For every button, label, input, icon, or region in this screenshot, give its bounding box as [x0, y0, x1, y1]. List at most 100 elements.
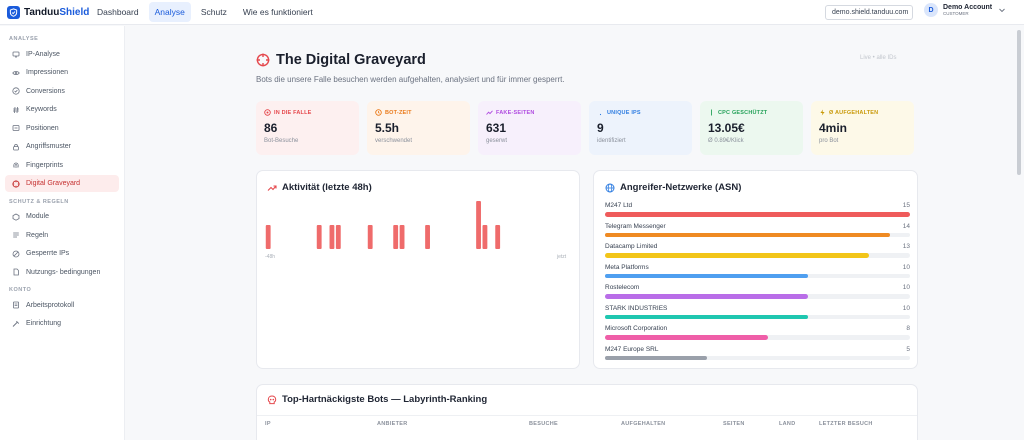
nav-analyse[interactable]: Analyse: [148, 2, 191, 22]
scrollbar[interactable]: [1017, 30, 1021, 175]
skull-icon: [267, 394, 277, 404]
column-header-besuche[interactable]: BESUCHE: [529, 421, 558, 427]
stat-label: CPC GESCHÜTZT: [708, 109, 795, 116]
target-icon: [264, 109, 271, 116]
asn-name: Datacamp Limited: [605, 243, 658, 250]
sidebar-item-label: Gesperrte IPs: [26, 250, 70, 257]
sidebar-item-angriffsmuster[interactable]: Angriffsmuster: [5, 138, 119, 155]
account-menu[interactable]: D Demo Account CUSTOMER: [924, 3, 1006, 17]
asn-row: Telegram Messenger 14: [605, 222, 910, 243]
stat-card-in-die-falle: IN DIE FALLE 86 Bot-Besuche: [256, 101, 359, 155]
asn-row: M247 Europe SRL 5: [605, 345, 910, 366]
ip-icon: [12, 51, 20, 58]
globe-icon: [605, 183, 615, 192]
stat-value: 13.05€: [708, 121, 745, 135]
sidebar-item-arbeitsprotokoll[interactable]: Arbeitsprotokoll: [5, 297, 119, 314]
asn-track: [605, 253, 910, 258]
sidebar-item-keywords[interactable]: Keywords: [5, 101, 119, 118]
nav-schutz[interactable]: Schutz: [200, 7, 227, 17]
stat-card-cpc-gesch-tzt: CPC GESCHÜTZT 13.05€ Ø 0.89€/Klick: [700, 101, 803, 155]
column-header-ip[interactable]: IP: [265, 421, 271, 427]
sidebar-section-title: KONTO: [9, 287, 32, 293]
chart-start-label: -48h: [265, 254, 276, 260]
stat-label: FAKE-SEITEN: [486, 109, 573, 116]
column-header-land[interactable]: LAND: [779, 421, 796, 427]
nav-dashboard[interactable]: Dashboard: [97, 7, 139, 17]
asn-count: 14: [902, 222, 910, 230]
asn-row: STARK INDUSTRIES 10: [605, 304, 910, 325]
nav-wie-es-funktioniert[interactable]: Wie es funktioniert: [242, 7, 313, 17]
asn-name: M247 Ltd: [605, 202, 633, 209]
sidebar-item-module[interactable]: Module: [5, 208, 119, 225]
stat-label: UNIQUE IPS: [597, 109, 684, 116]
asn-name: Microsoft Corporation: [605, 325, 668, 332]
bots-title: Top-Hartnäckigste Bots — Labyrinth-Ranki…: [267, 394, 487, 405]
bolt-icon: [820, 109, 825, 116]
stat-sub: geserwt: [486, 138, 508, 144]
brand-logo[interactable]: TanduuShield: [7, 5, 91, 19]
chevron-down-icon: [999, 8, 1005, 13]
module-icon: [12, 213, 20, 221]
asn-name: Rostelecom: [605, 284, 640, 291]
activity-title: Aktivität (letzte 48h): [267, 182, 372, 193]
sidebar-item-label: Impressionen: [26, 69, 69, 76]
column-header-anbieter[interactable]: ANBIETER: [377, 421, 408, 427]
stats-row: IN DIE FALLE 86 Bot-Besuche BOT-ZEIT 5.5…: [256, 101, 914, 155]
account-role: CUSTOMER: [943, 10, 969, 16]
asn-name: Telegram Messenger: [605, 222, 666, 230]
chart-end-label: jetzt: [557, 254, 567, 260]
activity-bar: [425, 225, 430, 249]
activity-bar: [393, 225, 399, 249]
column-header-seiten[interactable]: SEITEN: [723, 421, 745, 427]
check-circle-icon: [12, 87, 20, 95]
activity-bar: [367, 225, 373, 249]
sidebar-item-label: Einrichtung: [26, 320, 62, 327]
sidebar-item-fingerprints[interactable]: Fingerprints: [5, 157, 119, 174]
activity-chart: [265, 201, 501, 249]
asn-count: 13: [902, 243, 910, 250]
sidebar-item-label: Nutzungs- bedingungen: [26, 268, 101, 276]
sidebar-item-digital-graveyard[interactable]: Digital Graveyard: [5, 175, 119, 192]
sidebar-item-nutzungs-bedingungen[interactable]: Nutzungs- bedingungen: [5, 264, 119, 281]
asn-bar: [605, 294, 809, 299]
page-subtitle: Bots die unsere Falle besuchen werden au…: [256, 75, 565, 84]
bots-card: Top-Hartnäckigste Bots — Labyrinth-Ranki…: [256, 384, 918, 440]
sidebar-item-conversions[interactable]: Conversions: [5, 83, 119, 100]
asn-name: M247 Europe SRL: [605, 345, 659, 353]
eye-icon: [12, 70, 20, 75]
activity-bar: [329, 225, 335, 249]
stat-label: BOT-ZEIT: [375, 109, 462, 116]
activity-bar: [316, 225, 322, 249]
sidebar-item-positionen[interactable]: Positionen: [5, 120, 119, 137]
sidebar: ANALYSE IP-Analyse Impressionen Conversi…: [0, 26, 125, 440]
sidebar-section-title: ANALYSE: [9, 36, 39, 42]
sidebar-item-ip-analyse[interactable]: IP-Analyse: [5, 46, 119, 63]
activity-bar: [399, 225, 405, 249]
log-icon: [12, 301, 19, 309]
crosshair-icon: [256, 53, 270, 67]
main-nav: Dashboard Analyse Schutz Wie es funktionier…: [91, 2, 319, 22]
sidebar-item-label: Module: [26, 213, 49, 220]
stat-label: Ø AUFGEHALTEN: [819, 109, 906, 116]
bots-table-header: IP ANBIETER BESUCHE AUFGEHALTEN SEITEN LAND LE…: [257, 415, 917, 429]
sidebar-item-gesperrte-ips[interactable]: Gesperrte IPs: [5, 245, 119, 262]
stat-sub: Ø 0.89€/Klick: [708, 138, 744, 144]
sidebar-item-einrichtung[interactable]: Einrichtung: [5, 315, 119, 332]
column-header-aufgehalten[interactable]: AUFGEHALTEN: [621, 421, 666, 427]
sidebar-item-label: Angriffsmuster: [26, 143, 71, 150]
asn-bar: [605, 273, 809, 278]
sidebar-item-impressionen[interactable]: Impressionen: [5, 64, 119, 81]
asn-count: 10: [902, 263, 910, 271]
stat-card-fake-seiten: FAKE-SEITEN 631 geserwt: [478, 101, 581, 155]
asn-row: Rostelecom 10: [605, 283, 910, 304]
asn-track: [605, 294, 910, 299]
domain-select[interactable]: demo.shield.tanduu.com: [825, 5, 913, 20]
sidebar-item-regeln[interactable]: Regeln: [5, 227, 119, 244]
asn-bar: [605, 314, 809, 319]
column-header-letzter-besuch[interactable]: LETZTER BESUCH: [819, 421, 873, 427]
asn-name: STARK INDUSTRIES: [605, 304, 668, 312]
trend-up-icon: [267, 184, 277, 191]
trend-icon: [486, 110, 493, 115]
crosshair-icon: [12, 179, 20, 188]
block-icon: [12, 250, 20, 257]
